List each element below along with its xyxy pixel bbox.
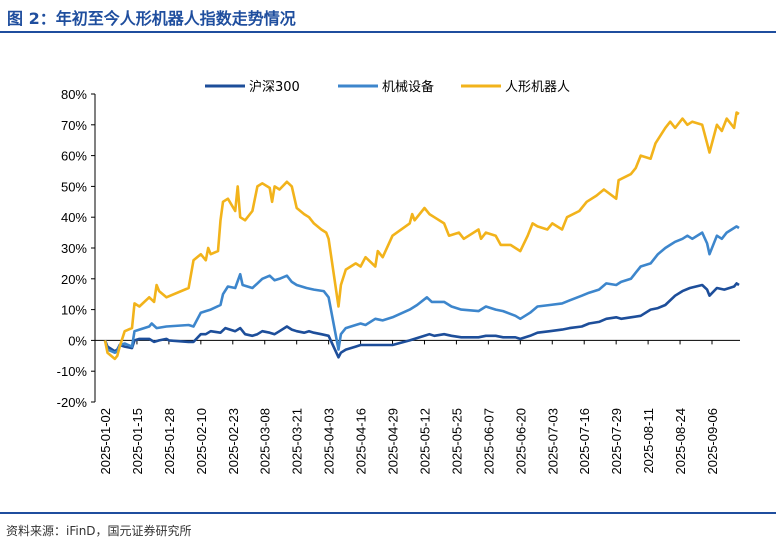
y-tick-label: 40% — [61, 210, 87, 225]
y-tick-label: 60% — [61, 149, 87, 164]
x-tick-label: 2025-01-15 — [130, 408, 145, 475]
y-tick-label: 10% — [61, 303, 87, 318]
top-divider — [0, 31, 776, 33]
bottom-divider — [0, 512, 776, 514]
page-title: 图 2：年初至今人形机器人指数走势情况 — [7, 9, 296, 28]
x-tick-label: 2025-05-12 — [417, 408, 432, 475]
x-tick-label: 2025-08-11 — [641, 408, 656, 474]
chart-series — [103, 111, 740, 361]
x-tick-label: 2025-02-10 — [194, 408, 209, 475]
x-tick-label: 2025-01-28 — [162, 408, 177, 475]
series-line-沪深300 — [103, 282, 740, 359]
series-line-机械设备 — [103, 225, 740, 354]
x-tick-label: 2025-07-03 — [545, 408, 560, 475]
x-tick-label: 2025-04-03 — [322, 408, 337, 475]
legend-label: 机械设备 — [382, 79, 434, 95]
y-tick-label: 70% — [61, 118, 87, 133]
x-tick-label: 2025-04-29 — [386, 408, 401, 475]
y-tick-label: 20% — [61, 272, 87, 287]
x-tick-label: 2025-07-29 — [609, 408, 624, 475]
legend-label: 人形机器人 — [505, 80, 570, 95]
y-tick-label: 50% — [61, 179, 87, 194]
source-note: 资料来源：iFinD，国元证券研究所 — [6, 524, 192, 538]
x-tick-label: 2025-05-25 — [449, 408, 464, 475]
x-tick-label: 2025-06-20 — [513, 408, 528, 475]
x-tick-label: 2025-03-21 — [290, 408, 305, 475]
y-axis: -20% -10% 0% 10% 20% 30% 40% 50% 60% 70% 80% — [57, 87, 96, 410]
y-tick-label: 30% — [61, 241, 87, 256]
x-tick-label: 2025-04-16 — [354, 408, 369, 475]
x-tick-label: 2025-06-07 — [481, 408, 496, 475]
x-axis: 2025-01-02 2025-01-15 2025-01-28 2025-02-10… — [95, 339, 740, 475]
line-chart: 沪深300 机械设备 人形机器人 -20% -10% 0% 10% 20% 30% 40% 50%… — [57, 79, 740, 475]
x-tick-label: 2025-09-06 — [705, 408, 720, 475]
x-tick-label: 2025-08-24 — [673, 408, 688, 475]
y-tick-label: -10% — [57, 364, 88, 379]
x-tick-label: 2025-03-08 — [258, 408, 273, 475]
x-tick-label: 2025-02-23 — [226, 408, 241, 475]
chart-legend: 沪深300 机械设备 人形机器人 — [205, 79, 570, 95]
legend-label: 沪深300 — [249, 79, 300, 95]
y-tick-label: -20% — [57, 395, 88, 410]
y-tick-label: 80% — [61, 87, 87, 102]
series-line-人形机器人 — [103, 111, 740, 361]
x-tick-label: 2025-01-02 — [98, 408, 113, 475]
x-tick-label: 2025-07-16 — [577, 408, 592, 475]
y-tick-label: 0% — [68, 333, 87, 348]
